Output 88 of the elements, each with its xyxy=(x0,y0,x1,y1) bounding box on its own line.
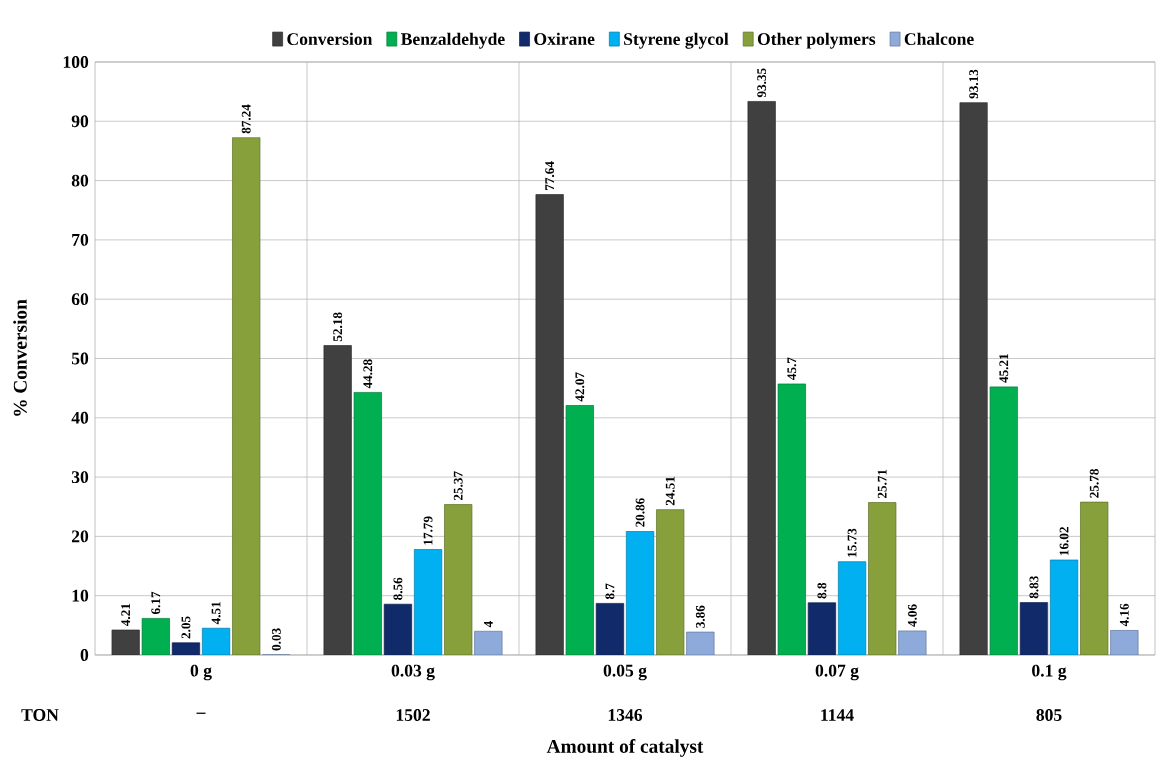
data-label: 8.83 xyxy=(1029,576,1039,599)
bar xyxy=(1019,602,1049,655)
data-label: 15.73 xyxy=(847,528,857,557)
data-label: 4.51 xyxy=(211,602,221,625)
text: 1144 xyxy=(821,709,854,721)
data-label: 42.07 xyxy=(575,372,585,402)
data-label: 17.79 xyxy=(423,516,433,545)
x-tick-label: 0.1 g xyxy=(1032,664,1067,681)
y-tick-label: 50 xyxy=(71,352,89,365)
bar xyxy=(444,504,473,655)
bar xyxy=(1110,629,1139,655)
legend-label: Oxirane xyxy=(534,32,595,46)
y-tick-label: 100 xyxy=(63,56,89,68)
y-tick-label: 20 xyxy=(71,530,89,543)
y-tick-label: 0 xyxy=(80,649,89,661)
bar xyxy=(474,630,503,655)
legend-label: Styrene glycol xyxy=(624,32,729,49)
bar xyxy=(868,502,897,655)
data-label: 16.02 xyxy=(1059,527,1069,556)
data-label: 24.51 xyxy=(665,476,675,506)
legend-label: Benzaldehyde xyxy=(400,32,505,49)
bar xyxy=(323,345,352,655)
x-tick-label: 0 g xyxy=(190,664,212,681)
bar xyxy=(565,405,594,655)
data-label: 0.03 xyxy=(271,628,281,651)
bar xyxy=(353,392,382,655)
data-label: 8.8 xyxy=(817,582,827,599)
data-label: 77.64 xyxy=(545,161,555,190)
data-label: 93.13 xyxy=(969,69,979,99)
bar xyxy=(1049,559,1079,655)
bar xyxy=(383,603,413,655)
text: 805 xyxy=(1036,709,1062,721)
y-tick-label: 80 xyxy=(71,174,89,187)
bar xyxy=(535,194,564,655)
x-tick-label: 0.05 g xyxy=(603,664,647,681)
data-label: 20.86 xyxy=(635,498,645,527)
x-tick-label: 0.07 g xyxy=(815,664,859,681)
legend-label: Other polymers xyxy=(757,32,876,49)
y-tick-label: 90 xyxy=(71,115,89,128)
text: 1502 xyxy=(396,709,430,721)
bar xyxy=(111,629,140,655)
bar xyxy=(656,509,685,655)
data-label: 4.06 xyxy=(907,604,917,627)
data-label: 25.71 xyxy=(877,469,887,499)
y-tick-label: 60 xyxy=(71,293,89,306)
bar xyxy=(898,630,927,655)
legend-label: Chalcone xyxy=(904,32,974,46)
bar xyxy=(413,549,443,655)
y-tick-label: 10 xyxy=(72,589,89,602)
data-label: 3.86 xyxy=(695,605,705,628)
bar xyxy=(777,383,806,655)
data-label: 87.24 xyxy=(241,104,251,134)
text: – xyxy=(196,712,206,714)
data-label: 8.56 xyxy=(393,577,403,600)
data-label: 2.05 xyxy=(181,616,191,639)
bar xyxy=(959,102,988,655)
data-label: 4.16 xyxy=(1119,603,1129,627)
data-label: 8.7 xyxy=(605,583,615,600)
data-label: 6.17 xyxy=(151,591,161,615)
data-label: 93.35 xyxy=(757,68,767,98)
bar xyxy=(807,602,837,655)
text: TON xyxy=(21,709,59,721)
bar xyxy=(232,137,261,655)
y-tick-label: 70 xyxy=(72,233,89,246)
data-label: 4 xyxy=(484,621,493,628)
legend-label: Conversion xyxy=(287,32,373,46)
data-label: 45.7 xyxy=(787,357,797,380)
bar xyxy=(625,530,655,655)
bar xyxy=(989,386,1018,655)
bar xyxy=(747,101,776,655)
data-label: 25.78 xyxy=(1089,469,1099,498)
y-tick-label: 40 xyxy=(71,411,89,424)
bar xyxy=(595,603,625,655)
data-label: 44.28 xyxy=(363,359,373,389)
data-label: 52.18 xyxy=(333,312,343,342)
data-label: 25.37 xyxy=(453,471,463,501)
data-label: 45.21 xyxy=(999,354,1009,383)
x-axis-title: Amount of catalyst xyxy=(546,739,704,757)
bar xyxy=(837,561,867,655)
bar xyxy=(141,618,170,655)
bar xyxy=(1080,501,1109,655)
bar xyxy=(686,631,715,655)
text: 1346 xyxy=(608,709,643,721)
y-axis-title: % Conversion xyxy=(13,299,27,416)
y-tick-label: 30 xyxy=(71,471,89,484)
x-tick-label: 0.03 g xyxy=(391,664,435,681)
data-label: 4.21 xyxy=(121,603,131,626)
bar xyxy=(201,627,231,655)
